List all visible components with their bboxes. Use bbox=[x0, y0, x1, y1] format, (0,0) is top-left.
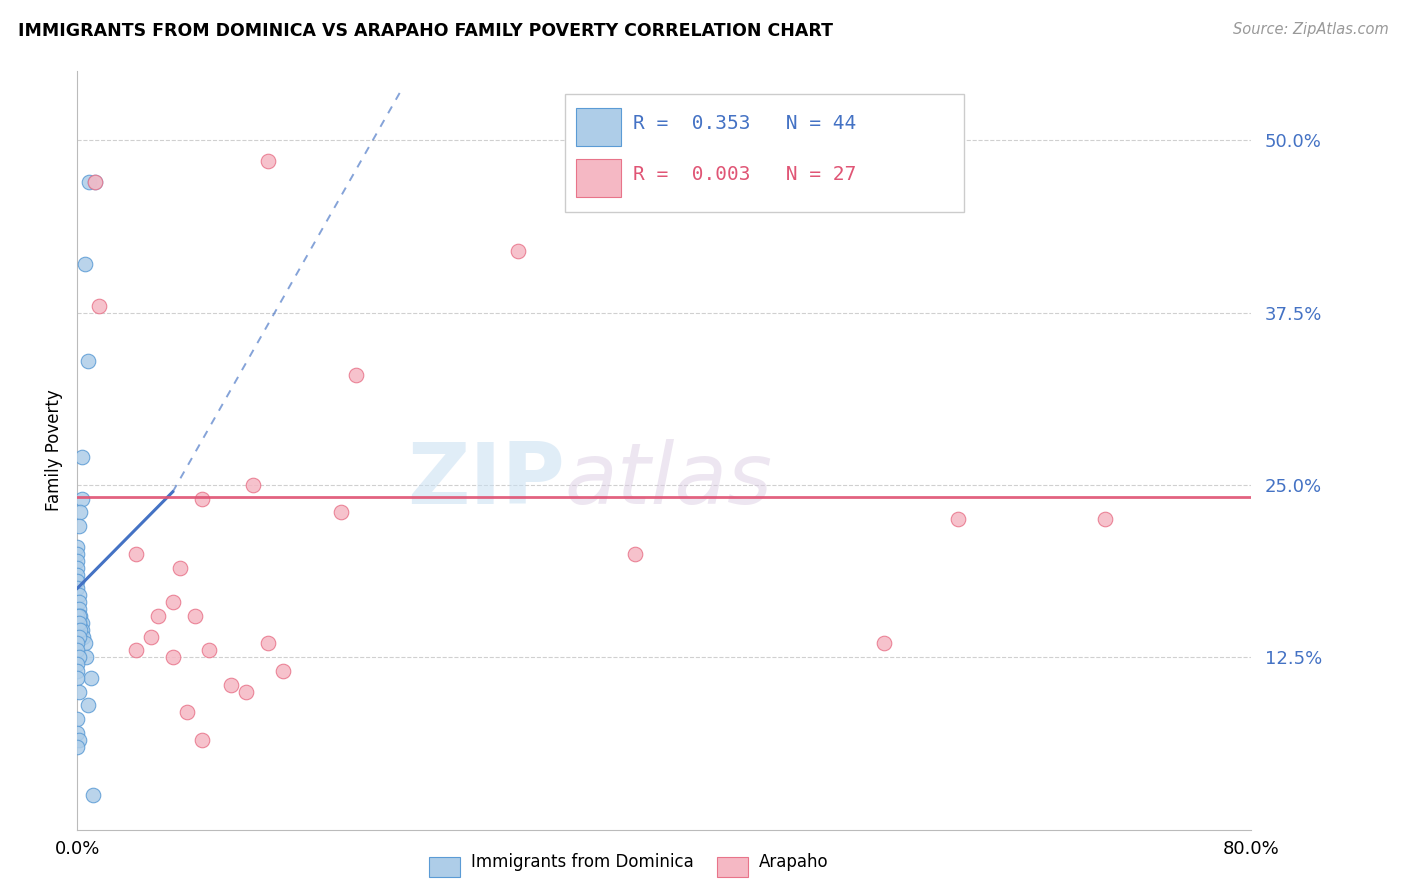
Point bbox=[82, 788, 104, 802]
Point bbox=[70, 615, 93, 630]
Point bbox=[235, 684, 257, 698]
Point bbox=[84, 175, 107, 189]
Point bbox=[125, 643, 148, 657]
Point bbox=[66, 574, 89, 589]
Text: ZIP: ZIP bbox=[406, 439, 565, 523]
Point bbox=[191, 491, 214, 506]
Point bbox=[139, 630, 162, 644]
Text: Immigrants from Dominica: Immigrants from Dominica bbox=[471, 853, 693, 871]
Point bbox=[162, 650, 184, 665]
Point bbox=[66, 643, 89, 657]
Point bbox=[66, 726, 89, 740]
Point bbox=[67, 602, 90, 616]
Point bbox=[198, 643, 221, 657]
Point bbox=[1094, 512, 1116, 526]
Text: R =  0.353   N = 44: R = 0.353 N = 44 bbox=[633, 114, 856, 133]
FancyBboxPatch shape bbox=[576, 159, 621, 197]
Point bbox=[66, 739, 89, 754]
Point bbox=[66, 582, 89, 596]
Point bbox=[191, 733, 214, 747]
Y-axis label: Family Poverty: Family Poverty bbox=[45, 390, 63, 511]
Point bbox=[70, 491, 93, 506]
Point bbox=[72, 630, 94, 644]
Point bbox=[271, 664, 294, 678]
Point bbox=[257, 153, 280, 168]
Point bbox=[67, 608, 90, 623]
FancyBboxPatch shape bbox=[576, 108, 621, 146]
Point bbox=[66, 671, 89, 685]
Point bbox=[70, 450, 93, 465]
Point bbox=[873, 636, 896, 650]
Point bbox=[624, 547, 647, 561]
Point bbox=[66, 540, 89, 554]
Point bbox=[69, 506, 91, 520]
Point bbox=[77, 175, 100, 189]
Point bbox=[125, 547, 148, 561]
Point bbox=[66, 712, 89, 726]
Point bbox=[506, 244, 529, 258]
Point bbox=[67, 615, 90, 630]
Point bbox=[69, 615, 91, 630]
Point bbox=[73, 257, 96, 271]
FancyBboxPatch shape bbox=[565, 95, 963, 211]
Point bbox=[67, 588, 90, 602]
Point bbox=[66, 664, 89, 678]
Point bbox=[221, 678, 243, 692]
Point bbox=[183, 608, 207, 623]
Point bbox=[66, 657, 89, 672]
Point bbox=[344, 368, 367, 382]
Point bbox=[67, 630, 90, 644]
Point bbox=[67, 519, 90, 533]
Point bbox=[66, 547, 89, 561]
Point bbox=[66, 567, 89, 582]
Text: atlas: atlas bbox=[565, 439, 772, 523]
Point bbox=[69, 623, 91, 637]
Text: Source: ZipAtlas.com: Source: ZipAtlas.com bbox=[1233, 22, 1389, 37]
Point bbox=[67, 595, 90, 609]
Point bbox=[89, 299, 111, 313]
Point bbox=[76, 698, 98, 713]
Point bbox=[75, 650, 97, 665]
Point bbox=[146, 608, 169, 623]
Point bbox=[69, 608, 91, 623]
Point bbox=[84, 175, 107, 189]
Text: Arapaho: Arapaho bbox=[759, 853, 830, 871]
Point bbox=[70, 623, 93, 637]
Point bbox=[176, 706, 198, 720]
Point bbox=[162, 595, 184, 609]
Text: IMMIGRANTS FROM DOMINICA VS ARAPAHO FAMILY POVERTY CORRELATION CHART: IMMIGRANTS FROM DOMINICA VS ARAPAHO FAMI… bbox=[18, 22, 834, 40]
Point bbox=[242, 478, 264, 492]
Point bbox=[79, 671, 101, 685]
Point bbox=[66, 636, 89, 650]
Point bbox=[169, 560, 191, 574]
Point bbox=[66, 554, 89, 568]
Text: R =  0.003   N = 27: R = 0.003 N = 27 bbox=[633, 165, 856, 184]
Point bbox=[946, 512, 969, 526]
Point bbox=[73, 636, 96, 650]
Point bbox=[67, 684, 90, 698]
Point bbox=[66, 560, 89, 574]
Point bbox=[330, 506, 353, 520]
Point bbox=[67, 733, 90, 747]
Point bbox=[67, 650, 90, 665]
Point bbox=[66, 608, 89, 623]
Point bbox=[76, 354, 98, 368]
Point bbox=[257, 636, 280, 650]
